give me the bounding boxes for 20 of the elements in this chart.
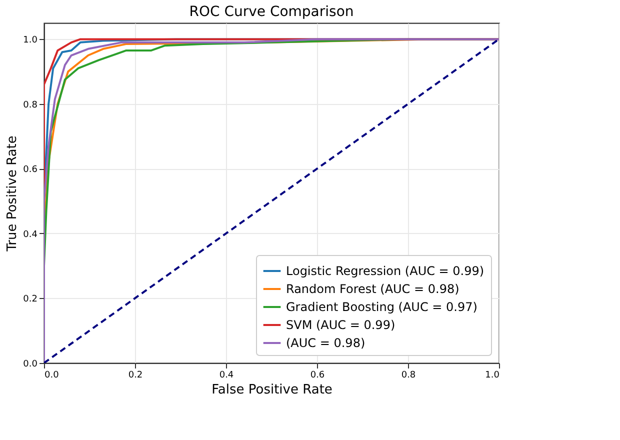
y-tick-label: 1.0 [23, 36, 38, 46]
legend-label: Logistic Regression (AUC = 0.99) [286, 264, 484, 278]
y-tick-label: 0.6 [23, 165, 38, 176]
x-tick-label: 0.8 [401, 370, 416, 380]
y-axis-title: True Positive Rate [5, 136, 20, 252]
x-tick-label: 0.4 [219, 370, 234, 380]
legend-label: Random Forest (AUC = 0.98) [286, 282, 460, 296]
legend-label: (AUC = 0.98) [286, 336, 366, 350]
x-axis-title: False Positive Rate [212, 382, 332, 398]
y-tick-label: 0.0 [23, 360, 38, 370]
x-tick-label: 1.0 [485, 370, 500, 380]
y-tick-label: 0.4 [23, 230, 38, 240]
y-tick-label: 0.2 [23, 294, 38, 305]
x-tick-label: 0.0 [44, 370, 60, 380]
legend-label: Gradient Boosting (AUC = 0.97) [286, 300, 478, 314]
x-tick-label: 0.6 [310, 370, 325, 380]
chart-title: ROC Curve Comparison [189, 4, 354, 20]
x-tick-label: 0.2 [128, 370, 143, 380]
legend-label: SVM (AUC = 0.99) [286, 318, 396, 332]
y-tick-label: 0.8 [23, 100, 38, 110]
